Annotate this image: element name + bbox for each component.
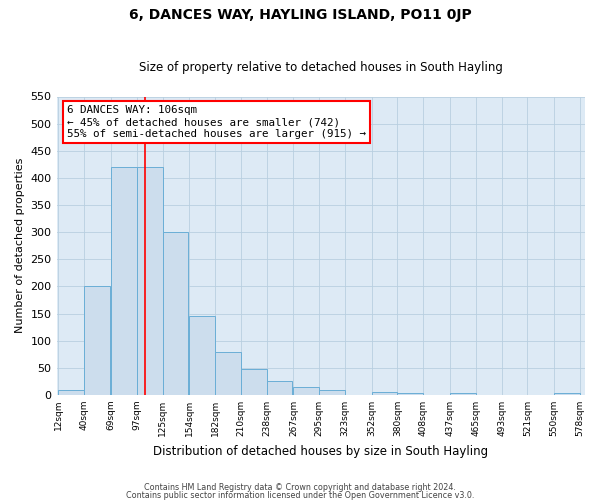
Bar xyxy=(266,382,292,395)
Bar xyxy=(111,167,137,395)
Y-axis label: Number of detached properties: Number of detached properties xyxy=(15,158,25,334)
Bar xyxy=(189,316,215,395)
Bar xyxy=(215,352,241,395)
Bar xyxy=(397,393,423,395)
Bar xyxy=(241,369,266,395)
Bar xyxy=(58,390,84,395)
Bar xyxy=(371,392,397,395)
Title: Size of property relative to detached houses in South Hayling: Size of property relative to detached ho… xyxy=(139,62,502,74)
Text: 6, DANCES WAY, HAYLING ISLAND, PO11 0JP: 6, DANCES WAY, HAYLING ISLAND, PO11 0JP xyxy=(128,8,472,22)
Text: 6 DANCES WAY: 106sqm
← 45% of detached houses are smaller (742)
55% of semi-deta: 6 DANCES WAY: 106sqm ← 45% of detached h… xyxy=(67,106,366,138)
X-axis label: Distribution of detached houses by size in South Hayling: Distribution of detached houses by size … xyxy=(153,444,488,458)
Bar xyxy=(554,394,580,395)
Bar xyxy=(163,232,188,395)
Bar xyxy=(293,388,319,395)
Bar xyxy=(450,394,476,395)
Bar xyxy=(137,167,163,395)
Text: Contains HM Land Registry data © Crown copyright and database right 2024.: Contains HM Land Registry data © Crown c… xyxy=(144,484,456,492)
Bar xyxy=(319,390,345,395)
Bar xyxy=(84,286,110,395)
Text: Contains public sector information licensed under the Open Government Licence v3: Contains public sector information licen… xyxy=(126,490,474,500)
